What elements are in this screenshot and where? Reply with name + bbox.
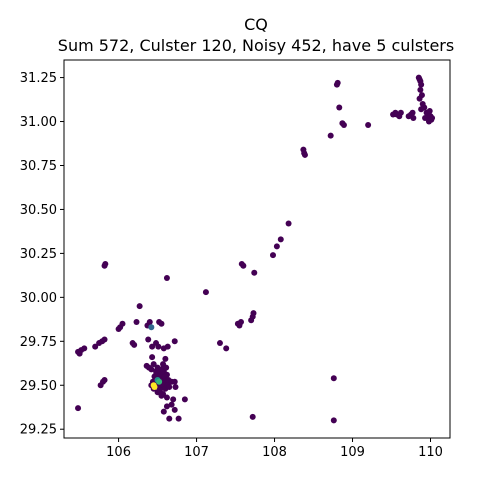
data-point-noise-20 (136, 303, 143, 310)
x-tick-label-2: 108 (262, 445, 287, 460)
y-tick-label-6: 30.75 (20, 159, 57, 174)
data-point-noise-100 (285, 220, 292, 227)
data-point-noise-31 (164, 343, 171, 350)
data-point-cluster_1-0 (148, 324, 155, 331)
data-point-noise-32 (171, 338, 178, 345)
data-point-noise-4 (75, 405, 82, 412)
data-point-noise-81 (171, 406, 178, 413)
y-tick-label-1: 29.50 (20, 379, 57, 394)
data-point-noise-30 (162, 355, 169, 362)
data-point-noise-33 (163, 275, 170, 282)
data-point-noise-66 (172, 384, 179, 391)
data-point-noise-91 (240, 262, 247, 269)
data-point-noise-86 (223, 345, 230, 352)
data-point-noise-13 (101, 262, 108, 269)
data-point-noise-26 (149, 343, 156, 350)
data-point-noise-77 (181, 396, 188, 403)
chart-title: CQ (244, 15, 268, 34)
data-point-noise-125 (418, 81, 425, 88)
data-point-noise-85 (216, 340, 223, 347)
data-point-noise-22 (146, 318, 153, 325)
y-tick-label-5: 30.50 (20, 203, 57, 218)
x-tick-label-1: 107 (184, 445, 209, 460)
data-point-noise-63 (166, 384, 173, 391)
data-point-noise-11 (101, 376, 108, 383)
x-tick-label-3: 109 (340, 445, 365, 460)
data-point-noise-96 (249, 413, 256, 420)
data-point-noise-18 (131, 341, 138, 348)
x-axis: 106 107 108 109 110 (106, 438, 443, 460)
data-point-cluster_4-1 (151, 384, 158, 391)
data-point-noise-73 (163, 364, 170, 371)
data-point-noise-94 (250, 310, 257, 317)
data-point-noise-120 (409, 109, 416, 116)
data-point-noise-110 (330, 375, 337, 382)
data-point-noise-98 (273, 243, 280, 250)
data-point-noise-28 (155, 343, 162, 350)
data-point-noise-139 (426, 107, 433, 114)
data-point-noise-3 (81, 345, 88, 352)
data-point-noise-109 (340, 122, 347, 129)
data-point-noise-74 (149, 354, 156, 361)
y-tick-label-4: 30.25 (20, 247, 57, 262)
data-point-noise-83 (166, 415, 173, 422)
data-point-noise-80 (163, 403, 170, 410)
x-tick-label-0: 106 (106, 445, 131, 460)
data-point-noise-117 (397, 109, 404, 116)
data-point-noise-126 (417, 86, 424, 93)
y-tick-label-7: 31.00 (20, 115, 57, 130)
data-point-noise-8 (101, 336, 108, 343)
data-point-noise-103 (301, 151, 308, 158)
data-point-noise-106 (334, 79, 341, 86)
data-point-noise-95 (251, 269, 258, 276)
data-point-noise-75 (163, 394, 170, 401)
data-point-noise-78 (160, 408, 167, 415)
data-point-noise-15 (119, 320, 126, 327)
data-point-noise-36 (148, 366, 155, 373)
data-point-noise-138 (429, 115, 436, 122)
data-point-noise-121 (410, 115, 417, 122)
data-point-noise-84 (202, 289, 209, 296)
data-point-noise-111 (330, 417, 337, 424)
data-points (75, 74, 436, 424)
plot-frame (63, 59, 451, 439)
y-tick-label-2: 29.75 (20, 335, 57, 350)
data-point-noise-107 (336, 104, 343, 111)
data-point-noise-89 (238, 318, 245, 325)
data-point-noise-37 (150, 361, 157, 368)
data-point-noise-112 (365, 122, 372, 129)
y-axis: 29.25 29.50 29.75 30.00 30.25 30.50 30.75 31.00… (20, 71, 64, 438)
data-point-noise-97 (269, 252, 276, 259)
data-point-noise-134 (422, 115, 429, 122)
data-point-noise-104 (327, 132, 334, 139)
data-point-noise-76 (170, 396, 177, 403)
data-point-noise-128 (416, 95, 423, 102)
data-point-noise-99 (277, 236, 284, 243)
data-point-cluster_3-0 (156, 378, 163, 385)
chart-subtitle: Sum 572, Culster 120, Noisy 452, have 5 … (58, 36, 454, 55)
y-tick-label-0: 29.25 (20, 423, 57, 438)
y-tick-label-8: 31.25 (20, 71, 57, 86)
data-point-noise-70 (160, 391, 167, 398)
data-point-noise-24 (158, 320, 165, 327)
y-tick-label-3: 30.00 (20, 291, 57, 306)
data-point-noise-52 (163, 371, 170, 378)
data-point-noise-82 (175, 415, 182, 422)
x-tick-label-4: 110 (418, 445, 443, 460)
data-point-noise-131 (418, 106, 425, 113)
data-point-noise-16 (115, 326, 122, 332)
data-point-noise-5 (92, 343, 99, 350)
data-point-noise-19 (133, 318, 140, 325)
data-point-noise-65 (171, 378, 178, 385)
data-point-noise-25 (145, 336, 152, 343)
data-point-noise-79 (168, 401, 175, 408)
